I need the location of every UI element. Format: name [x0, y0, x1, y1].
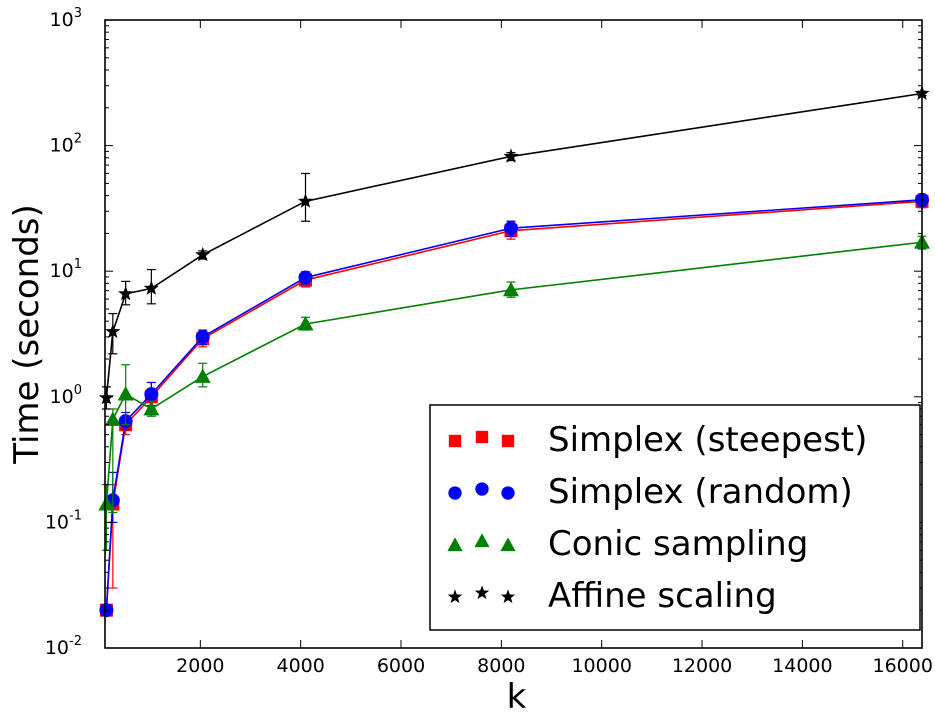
y-tick-exponent: 2	[74, 132, 82, 147]
series-line	[105, 241, 923, 505]
y-axis-title: Time (seconds)	[7, 204, 47, 465]
legend-item: Affine scaling	[447, 576, 777, 616]
y-tick-base: 10	[50, 386, 74, 408]
legend-marker	[474, 585, 490, 600]
legend-marker	[501, 486, 515, 500]
legend-label: Simplex (random)	[548, 472, 853, 512]
y-tick-label: 102	[50, 132, 82, 157]
data-point	[503, 221, 518, 236]
data-point	[298, 270, 313, 285]
legend: Simplex (steepest) Simplex (random) Conic …	[429, 404, 921, 631]
data-point	[195, 246, 211, 262]
y-tick-label: 103	[50, 6, 82, 31]
y-tick-base: 10	[50, 260, 74, 282]
y-tick-exponent: 3	[74, 6, 82, 21]
y-tick-label: 101	[50, 257, 82, 282]
data-point	[143, 280, 159, 295]
x-tick-label: 6000	[377, 655, 425, 677]
y-tick-base: 10	[50, 9, 74, 31]
legend-marker	[448, 434, 462, 448]
legend-marker	[500, 537, 516, 552]
series-conic-sampling	[98, 234, 930, 551]
y-tick-base: 10	[45, 511, 69, 533]
data-point	[143, 400, 160, 416]
y-tick-exponent: -1	[69, 508, 82, 523]
legend-marker	[500, 589, 516, 604]
legend-item: Conic sampling	[447, 524, 808, 564]
data-point	[502, 281, 519, 297]
x-axis-title: k	[507, 677, 527, 712]
legend-marker	[475, 430, 489, 444]
data-point	[297, 193, 314, 208]
data-point	[195, 329, 210, 344]
legend-marker	[501, 434, 515, 448]
legend-marker	[447, 537, 463, 552]
legend-item: Simplex (steepest)	[448, 420, 867, 460]
data-point	[104, 411, 121, 426]
y-tick-label: 10-2	[45, 634, 82, 659]
y-tick-base: 10	[45, 637, 69, 659]
series-line	[105, 92, 923, 398]
x-tick-label: 4000	[276, 655, 324, 677]
data-point	[144, 387, 159, 402]
y-tick-base: 10	[50, 135, 74, 157]
data-point	[117, 386, 134, 401]
x-tick-label: 14000	[772, 655, 832, 677]
legend-marker	[475, 482, 489, 496]
x-tick-label: 8000	[477, 655, 525, 677]
legend-label: Affine scaling	[548, 576, 777, 616]
y-tick-exponent: -2	[69, 634, 82, 649]
data-point	[297, 315, 314, 331]
legend-label: Conic sampling	[548, 524, 808, 564]
data-point	[194, 368, 211, 383]
y-tick-exponent: 1	[74, 257, 82, 272]
series-affine-scaling	[98, 85, 930, 410]
data-point	[105, 323, 121, 339]
legend-marker	[448, 486, 462, 500]
y-tick-label: 10-1	[45, 508, 82, 533]
legend-marker	[447, 589, 463, 604]
y-tick-label: 100	[50, 383, 82, 408]
legend-label: Simplex (steepest)	[548, 420, 867, 460]
x-tick-label: 10000	[571, 655, 631, 677]
legend-item: Simplex (random)	[448, 472, 853, 512]
y-tick-exponent: 0	[74, 383, 82, 398]
data-point	[503, 148, 519, 163]
data-point	[98, 496, 115, 511]
x-tick-label: 16000	[873, 655, 933, 677]
x-tick-label: 12000	[672, 655, 732, 677]
series-line	[105, 199, 923, 611]
plot-frame	[104, 19, 923, 649]
x-tick-label: 2000	[176, 655, 224, 677]
legend-marker	[474, 533, 490, 548]
series-layer	[98, 85, 930, 618]
data-point	[118, 285, 134, 301]
